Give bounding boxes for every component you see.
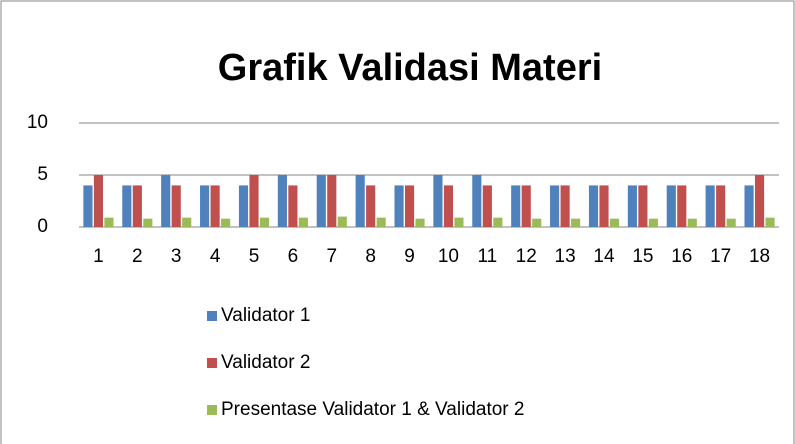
bar: [648, 218, 658, 227]
legend-swatch: [207, 405, 217, 415]
bar: [161, 175, 171, 227]
x-tick-label: 14: [593, 246, 615, 267]
y-tick-label: 5: [37, 164, 48, 185]
bar: [132, 185, 142, 227]
x-tick-label: 18: [749, 246, 770, 267]
x-tick-label: 12: [516, 246, 537, 267]
legend-swatch: [207, 311, 217, 321]
bar: [532, 218, 542, 227]
bar: [705, 185, 715, 227]
x-tick-label: 11: [477, 246, 497, 267]
bar: [415, 218, 425, 227]
bar: [433, 175, 443, 227]
chart-title: Grafik Validasi Materi: [218, 47, 602, 89]
x-tick-label: 17: [710, 246, 731, 267]
x-tick-label: 13: [555, 246, 576, 267]
bar: [677, 185, 687, 227]
x-tick-label: 10: [438, 246, 459, 267]
bar: [726, 218, 736, 227]
bar: [687, 218, 697, 227]
bar: [171, 185, 181, 227]
bar: [560, 185, 570, 227]
bar: [122, 185, 132, 227]
bar: [454, 217, 464, 227]
bar: [376, 217, 386, 227]
bar: [327, 175, 337, 227]
bar: [221, 218, 231, 227]
bar: [83, 185, 93, 227]
bar: [298, 217, 308, 227]
bar: [716, 185, 726, 227]
x-tick-label: 16: [671, 246, 692, 267]
bar: [638, 185, 648, 227]
bar: [550, 185, 560, 227]
bar: [104, 217, 114, 227]
bar: [249, 175, 259, 227]
bar: [493, 217, 503, 227]
bar: [609, 218, 620, 227]
x-tick-label: 1: [93, 246, 104, 267]
bar: [765, 217, 775, 227]
legend-label: Validator 1: [221, 305, 310, 326]
bar: [571, 218, 581, 227]
bar: [754, 175, 765, 227]
bar: [521, 185, 531, 227]
x-tick-label: 7: [326, 246, 337, 267]
y-tick-label: 0: [37, 216, 48, 237]
x-tick-label: 6: [288, 246, 299, 267]
x-tick-label: 9: [404, 246, 415, 267]
bar: [259, 217, 270, 227]
bar: [744, 185, 754, 227]
bar: [238, 185, 249, 227]
bar: [288, 185, 298, 227]
bar: [143, 218, 153, 227]
legend-label: Validator 2: [221, 352, 310, 373]
bar: [482, 185, 492, 227]
bar: [316, 175, 326, 227]
bar: [200, 185, 210, 227]
bar: [337, 216, 347, 227]
bar: [666, 185, 676, 227]
legend-label: Presentase Validator 1 & Validator 2: [221, 399, 524, 420]
bar: [210, 185, 220, 227]
x-tick-label: 4: [210, 246, 221, 267]
bar: [599, 185, 609, 227]
x-tick-label: 15: [632, 246, 653, 267]
x-tick-label: 2: [132, 246, 143, 267]
bar: [511, 185, 521, 227]
bar: [472, 175, 482, 227]
bar: [277, 175, 287, 227]
bar: [404, 185, 415, 227]
bar: [443, 185, 454, 227]
bar: [93, 175, 104, 227]
bar: [394, 185, 404, 227]
bar: [366, 185, 376, 227]
x-tick-label: 8: [365, 246, 376, 267]
x-tick-label: 3: [171, 246, 182, 267]
y-tick-label: 10: [27, 112, 48, 133]
bar: [182, 217, 192, 227]
legend-swatch: [207, 358, 217, 368]
bar: [588, 185, 599, 227]
x-tick-label: 5: [249, 246, 260, 267]
bar: [355, 175, 365, 227]
bar: [627, 185, 637, 227]
